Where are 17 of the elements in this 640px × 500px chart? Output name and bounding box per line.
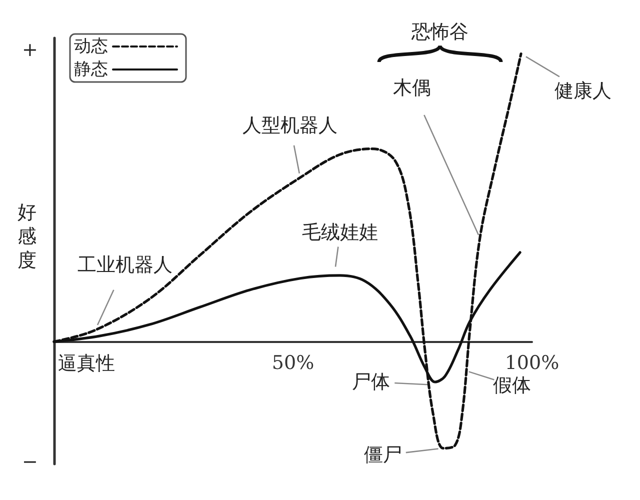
x-axis-title: 逼真性 [58,352,115,375]
annotation: 僵尸 [364,444,402,466]
annotation: 毛绒娃娃 [302,222,378,244]
text: − [22,451,38,473]
text: 恐怖谷 [410,21,468,43]
annotation: 人型机器人 [242,114,338,137]
annotation: 尸体 [352,370,390,393]
annotation: 假体 [493,374,532,396]
legend-label: 动态 [74,36,108,56]
x-tick-label: 50% [272,352,314,374]
x-tick-label: 100% [504,352,560,374]
annotation: 工业机器人 [78,254,173,276]
legend-label: 静态 [74,60,108,80]
y-axis-title: 好感度 [18,202,36,272]
annotation: 健康人 [554,80,612,102]
text: + [22,39,38,61]
annotation: 木偶 [392,77,431,100]
